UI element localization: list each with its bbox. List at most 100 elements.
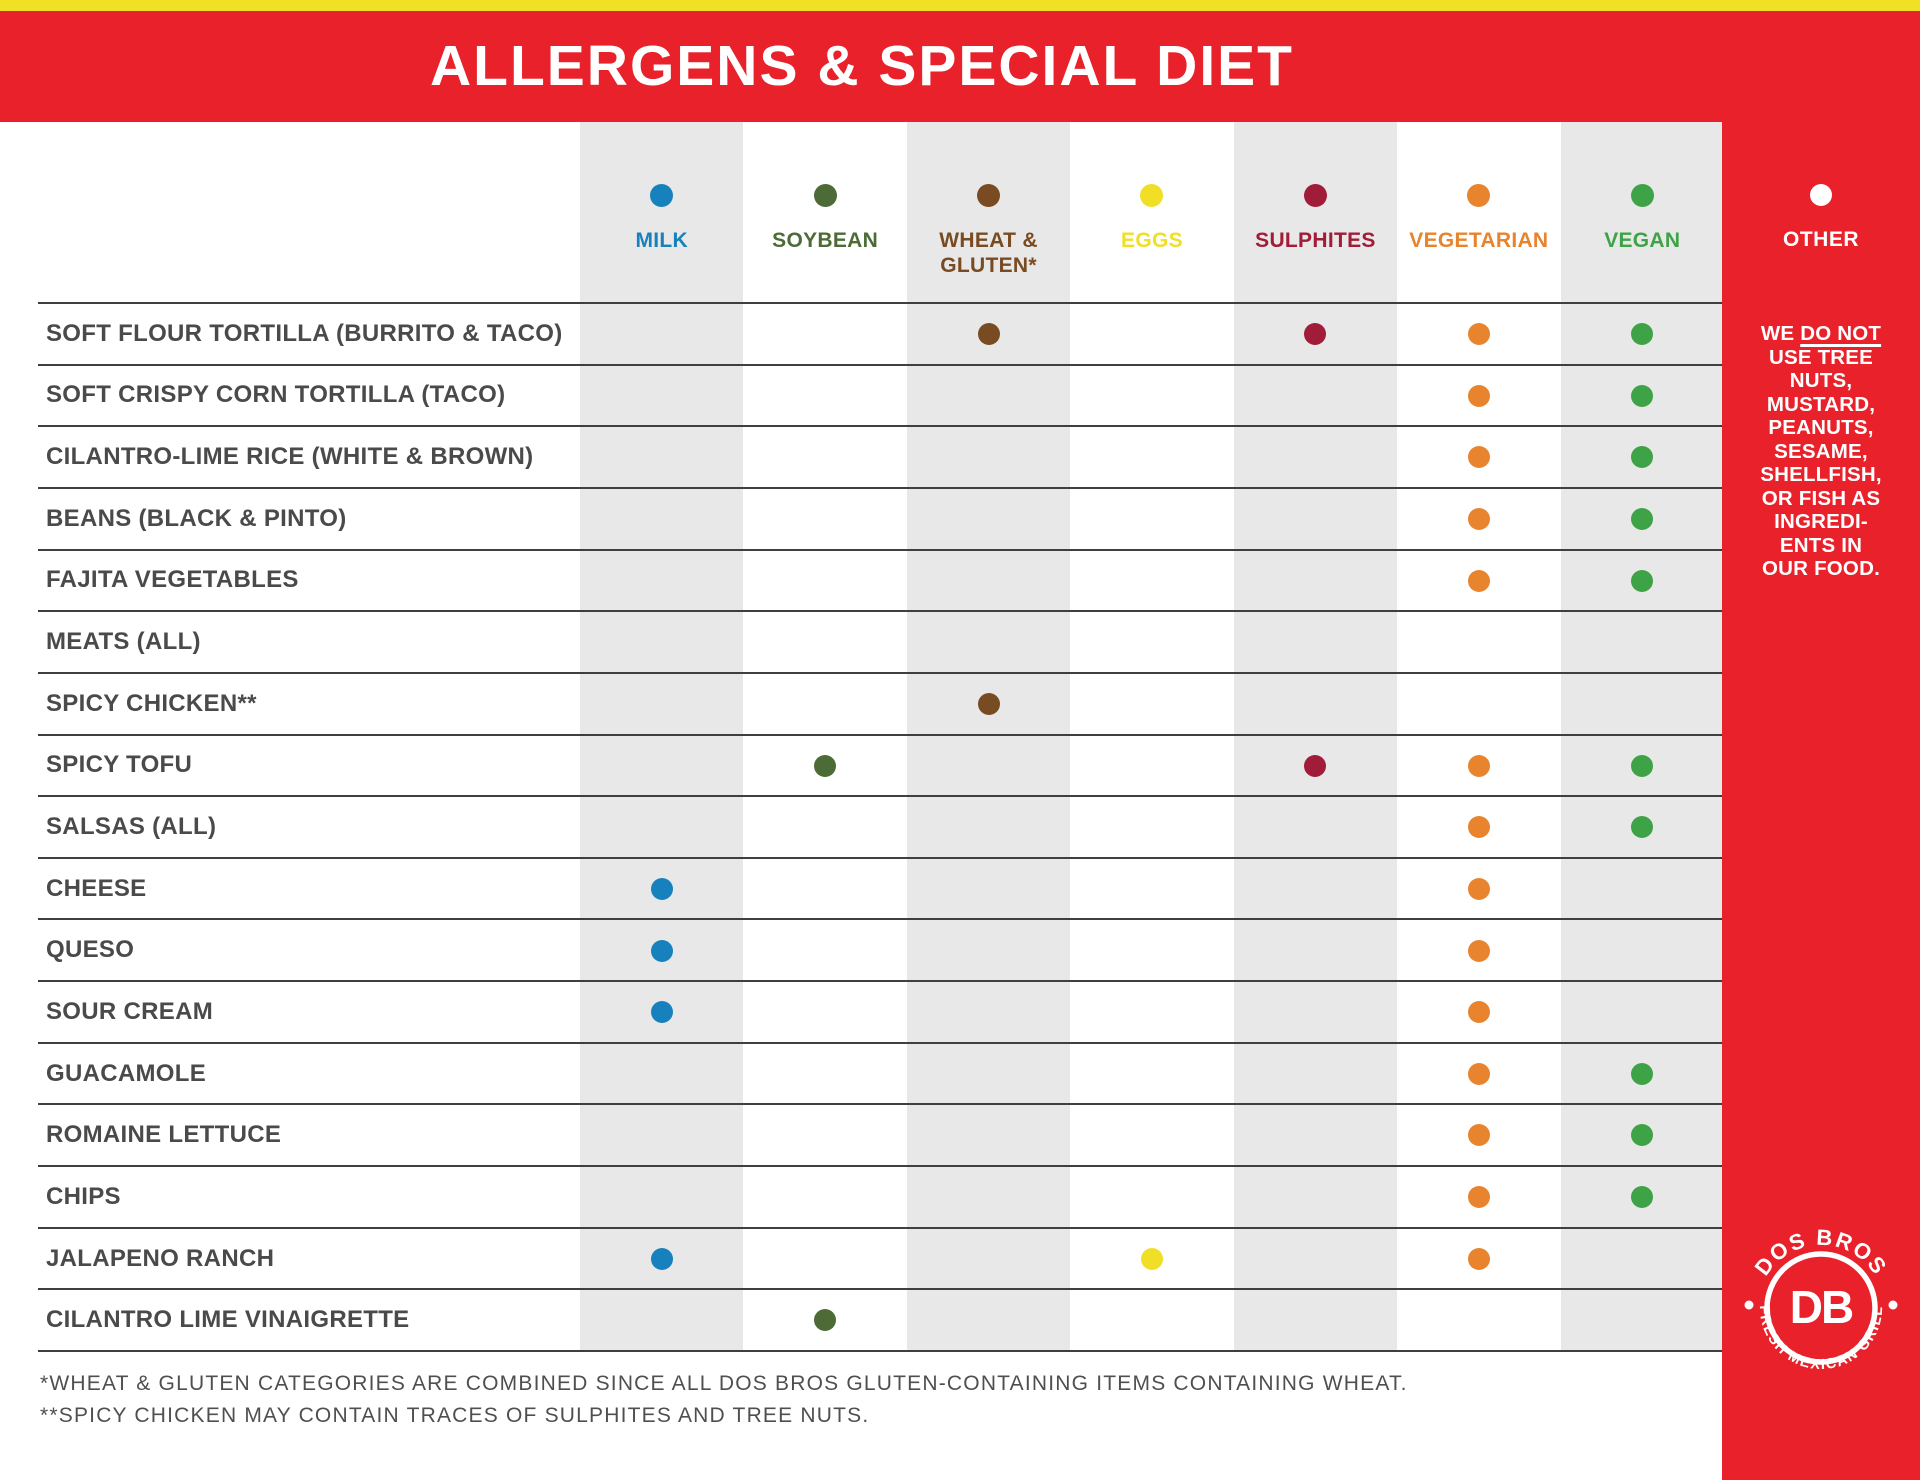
note-line: NUTS,: [1789, 369, 1853, 392]
milk-dot: [650, 1001, 673, 1024]
vegan-dot: [1631, 816, 1654, 839]
note-line: WE DO NOT: [1760, 322, 1882, 345]
row-label: ROMAINE LETTUCE: [46, 1121, 282, 1149]
top-accent-bar: [0, 0, 1920, 11]
logo-monogram: DB: [1790, 1281, 1853, 1333]
table-row: FAJITA VEGETABLES: [38, 551, 1722, 613]
column-header-label: VEGAN: [1604, 229, 1681, 252]
note-line: ENTS IN: [1779, 533, 1863, 557]
milk-dot: [650, 939, 673, 962]
other-dot-icon: [1810, 184, 1832, 206]
vegetarian-dot: [1467, 816, 1490, 839]
note-line: MUSTARD,: [1766, 392, 1876, 416]
eggs-dot: [1141, 1247, 1163, 1270]
vegan-dot: [1631, 1186, 1654, 1209]
column-header-milk: MILK: [580, 122, 743, 302]
wheat_gluten-dot-icon: [977, 184, 1001, 207]
vegetarian-dot: [1467, 1124, 1490, 1147]
soybean-dot: [814, 1309, 837, 1332]
table-row: CHEESE: [38, 859, 1722, 921]
row-label: FAJITA VEGETABLES: [46, 566, 299, 594]
row-label: SPICY CHICKEN**: [46, 689, 257, 717]
column-header-label: EGGS: [1121, 229, 1183, 252]
column-stripe-milk: [580, 122, 744, 1350]
sidebar-note: WE DO NOT USE TREE NUTS, MUSTARD, PEANUTS, S…: [1722, 322, 1920, 581]
milk-dot: [650, 877, 673, 900]
logo-side-dot-left: [1744, 1300, 1754, 1310]
column-header-label: VEGETARIAN: [1409, 229, 1549, 252]
row-label: CHEESE: [46, 874, 147, 902]
soybean-dot: [814, 754, 837, 777]
wheat_gluten-dot: [977, 692, 1000, 715]
table-row: CILANTRO-LIME RICE (WHITE & BROWN): [38, 427, 1722, 489]
row-label: SOUR CREAM: [46, 997, 214, 1025]
vegan-dot: [1631, 446, 1654, 469]
sulphites-dot: [1304, 323, 1327, 345]
row-label: SOFT FLOUR TORTILLA (BURRITO & TACO): [46, 319, 563, 347]
vegetarian-dot: [1467, 877, 1490, 900]
note-underlined-text: DO NOT: [1800, 322, 1882, 345]
note-line: PEANUTS,: [1768, 416, 1874, 439]
note-line: INGREDI-: [1774, 510, 1868, 533]
logo-ring: [1764, 1251, 1878, 1365]
column-header-vegan: VEGAN: [1561, 122, 1724, 302]
vegetarian-dot-icon: [1467, 184, 1491, 207]
vegetarian-dot: [1467, 1001, 1490, 1024]
row-label: GUACAMOLE: [46, 1059, 207, 1087]
row-label: BEANS (BLACK & PINTO): [46, 504, 347, 532]
table-row: MEATS (ALL): [38, 612, 1722, 674]
dosbros-logo: DOS BROS FRESH MEXICAN GRILL DB: [1736, 1223, 1906, 1393]
dosbros-logo-icon: DOS BROS FRESH MEXICAN GRILL DB: [1744, 1225, 1898, 1373]
column-header-vegetarian: VEGETARIAN: [1397, 122, 1560, 302]
row-label: MEATS (ALL): [46, 628, 201, 656]
table-row: CILANTRO LIME VINAIGRETTE: [38, 1290, 1722, 1353]
vegan-dot: [1631, 1062, 1654, 1085]
table-row: SPICY CHICKEN**: [38, 674, 1722, 736]
row-label: SALSAS (ALL): [46, 813, 217, 840]
note-line: SESAME,: [1774, 439, 1868, 463]
header-banner: ALLERGENS & SPECIAL DIET: [0, 11, 1920, 122]
other-column-label: OTHER: [1783, 228, 1859, 251]
row-label: CILANTRO-LIME RICE (WHITE & BROWN): [46, 443, 534, 471]
vegetarian-dot: [1467, 569, 1490, 592]
allergen-table: SOFT FLOUR TORTILLA (BURRITO & TACO) SOFT…: [38, 302, 1722, 1354]
vegan-dot: [1631, 569, 1654, 592]
wheat_gluten-dot: [977, 323, 1000, 345]
table-row: SALSAS (ALL): [38, 797, 1722, 859]
table-row: CHIPS: [38, 1167, 1722, 1229]
note-line: USE TREE: [1768, 345, 1874, 369]
table-row: QUESO: [38, 921, 1722, 983]
row-label: CHIPS: [46, 1182, 121, 1210]
vegetarian-dot: [1467, 384, 1490, 407]
vegetarian-dot: [1467, 446, 1490, 469]
row-label: SPICY TOFU: [46, 751, 193, 779]
vegan-dot-icon: [1630, 184, 1654, 207]
vegetarian-dot: [1467, 1186, 1490, 1209]
row-label: QUESO: [46, 936, 135, 964]
table-row: ROMAINE LETTUCE: [38, 1105, 1722, 1168]
table-row: BEANS (BLACK & PINTO): [38, 489, 1722, 551]
row-label: JALAPENO RANCH: [46, 1244, 275, 1272]
vegan-dot: [1631, 1124, 1654, 1147]
footnote-spicy-chicken: **SPICY CHICKEN MAY CONTAIN TRACES OF SU…: [40, 1404, 870, 1427]
column-header-label: MILK: [635, 229, 688, 252]
column-header-eggs: EGGS: [1070, 122, 1233, 302]
column-header-soybean: SOYBEAN: [743, 122, 906, 302]
other-sidebar: OTHER WE DO NOT USE TREE NUTS, MUSTARD, PEA…: [1722, 11, 1920, 1480]
vegan-dot: [1631, 754, 1654, 777]
row-label: CILANTRO LIME VINAIGRETTE: [46, 1306, 410, 1334]
logo-side-dot-right: [1888, 1300, 1898, 1310]
vegetarian-dot: [1467, 1062, 1490, 1085]
note-line: OR FISH AS: [1761, 486, 1881, 510]
note-line: OUR FOOD.: [1762, 557, 1880, 580]
footnote-wheat-gluten: *WHEAT & GLUTEN CATEGORIES ARE COMBINED …: [40, 1372, 1408, 1395]
footnotes: *WHEAT & GLUTEN CATEGORIES ARE COMBINED …: [40, 1368, 1408, 1432]
vegetarian-dot: [1467, 939, 1490, 962]
column-header-wheat_gluten: WHEAT & GLUTEN*: [907, 122, 1070, 302]
milk-dot: [650, 1247, 673, 1270]
vegan-dot: [1631, 507, 1654, 530]
table-row: SOUR CREAM: [38, 982, 1722, 1044]
page-title: ALLERGENS & SPECIAL DIET: [429, 34, 1295, 98]
note-lines: USE TREE NUTS, MUSTARD, PEANUTS, SESAME, SHEL…: [1722, 346, 1920, 581]
